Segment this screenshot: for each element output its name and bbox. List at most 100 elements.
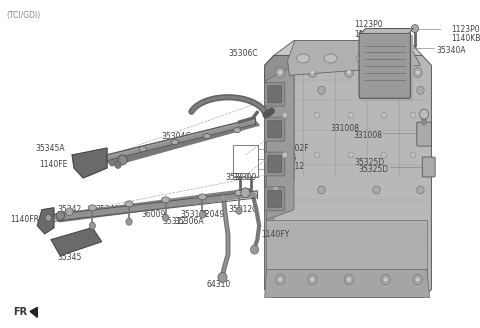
Polygon shape xyxy=(274,41,422,55)
Ellipse shape xyxy=(88,205,96,211)
Circle shape xyxy=(417,186,424,194)
FancyBboxPatch shape xyxy=(268,190,282,207)
Circle shape xyxy=(420,109,429,119)
Text: 36009: 36009 xyxy=(141,210,165,219)
Ellipse shape xyxy=(235,190,243,196)
Circle shape xyxy=(278,277,283,282)
Circle shape xyxy=(384,70,388,75)
Text: 35312F: 35312F xyxy=(180,210,209,219)
Circle shape xyxy=(236,207,242,214)
FancyBboxPatch shape xyxy=(264,117,285,141)
Text: 331008: 331008 xyxy=(353,131,382,140)
Circle shape xyxy=(314,112,320,118)
Text: 1140FR: 1140FR xyxy=(10,215,39,224)
Circle shape xyxy=(373,86,380,94)
Circle shape xyxy=(344,275,354,284)
Polygon shape xyxy=(107,119,254,157)
Ellipse shape xyxy=(383,51,403,65)
Circle shape xyxy=(89,222,96,229)
Circle shape xyxy=(251,245,259,254)
Circle shape xyxy=(162,214,169,221)
Circle shape xyxy=(276,275,285,284)
Polygon shape xyxy=(106,118,255,161)
Ellipse shape xyxy=(203,133,211,139)
Ellipse shape xyxy=(293,51,313,65)
Ellipse shape xyxy=(198,194,206,200)
FancyBboxPatch shape xyxy=(266,220,427,292)
Circle shape xyxy=(413,68,422,77)
Text: FR: FR xyxy=(13,307,28,318)
Circle shape xyxy=(381,112,386,118)
FancyBboxPatch shape xyxy=(422,157,435,177)
Text: 35310: 35310 xyxy=(225,174,250,182)
Polygon shape xyxy=(51,228,101,256)
Text: 35312G: 35312G xyxy=(228,205,258,214)
Circle shape xyxy=(310,70,314,75)
Polygon shape xyxy=(30,307,37,318)
Text: (TCI/GDI): (TCI/GDI) xyxy=(6,10,40,20)
Polygon shape xyxy=(51,191,257,220)
Polygon shape xyxy=(266,65,294,220)
Circle shape xyxy=(308,68,317,77)
Text: 33309: 33309 xyxy=(233,174,257,182)
Circle shape xyxy=(381,152,386,158)
FancyBboxPatch shape xyxy=(264,152,285,176)
Text: 35340A: 35340A xyxy=(436,46,466,54)
Circle shape xyxy=(344,68,354,77)
Circle shape xyxy=(199,211,205,218)
FancyBboxPatch shape xyxy=(417,122,432,146)
Ellipse shape xyxy=(297,54,310,63)
Text: 35302F: 35302F xyxy=(280,144,309,153)
Ellipse shape xyxy=(162,197,170,203)
Circle shape xyxy=(282,112,288,118)
Polygon shape xyxy=(264,55,432,297)
Ellipse shape xyxy=(233,128,241,133)
FancyBboxPatch shape xyxy=(268,121,282,138)
FancyBboxPatch shape xyxy=(268,86,282,103)
Polygon shape xyxy=(361,29,413,33)
Text: 35340C: 35340C xyxy=(95,205,125,214)
Text: 35312: 35312 xyxy=(280,162,304,172)
Circle shape xyxy=(241,188,250,198)
FancyBboxPatch shape xyxy=(268,155,282,173)
Circle shape xyxy=(278,70,283,75)
Circle shape xyxy=(415,277,420,282)
Text: 35325D: 35325D xyxy=(358,165,388,174)
Circle shape xyxy=(347,70,351,75)
Polygon shape xyxy=(106,119,259,166)
Circle shape xyxy=(308,275,317,284)
Text: 1140KB: 1140KB xyxy=(354,30,384,39)
Circle shape xyxy=(347,277,351,282)
Polygon shape xyxy=(264,55,294,190)
Circle shape xyxy=(310,277,314,282)
Text: 35306A: 35306A xyxy=(175,217,204,226)
Circle shape xyxy=(272,186,279,194)
Text: 35345: 35345 xyxy=(58,253,82,262)
Polygon shape xyxy=(51,189,257,222)
Polygon shape xyxy=(288,41,420,75)
Circle shape xyxy=(411,25,419,32)
Circle shape xyxy=(410,152,416,158)
Circle shape xyxy=(348,152,354,158)
Circle shape xyxy=(413,275,422,284)
Circle shape xyxy=(373,186,380,194)
Circle shape xyxy=(115,161,121,169)
Circle shape xyxy=(348,112,354,118)
Circle shape xyxy=(415,70,420,75)
Text: 1140KB: 1140KB xyxy=(452,33,480,43)
Ellipse shape xyxy=(356,54,369,63)
Text: 1140FE: 1140FE xyxy=(39,160,68,170)
Circle shape xyxy=(272,86,279,94)
Circle shape xyxy=(318,86,325,94)
Circle shape xyxy=(318,186,325,194)
Text: 64310: 64310 xyxy=(207,280,231,289)
Circle shape xyxy=(45,214,51,221)
Circle shape xyxy=(384,277,388,282)
Text: 1140FY: 1140FY xyxy=(261,230,289,239)
FancyBboxPatch shape xyxy=(362,34,413,101)
FancyBboxPatch shape xyxy=(359,31,410,98)
Circle shape xyxy=(218,273,227,282)
Text: 35345A: 35345A xyxy=(36,144,65,153)
Circle shape xyxy=(118,155,127,165)
Circle shape xyxy=(282,152,288,158)
